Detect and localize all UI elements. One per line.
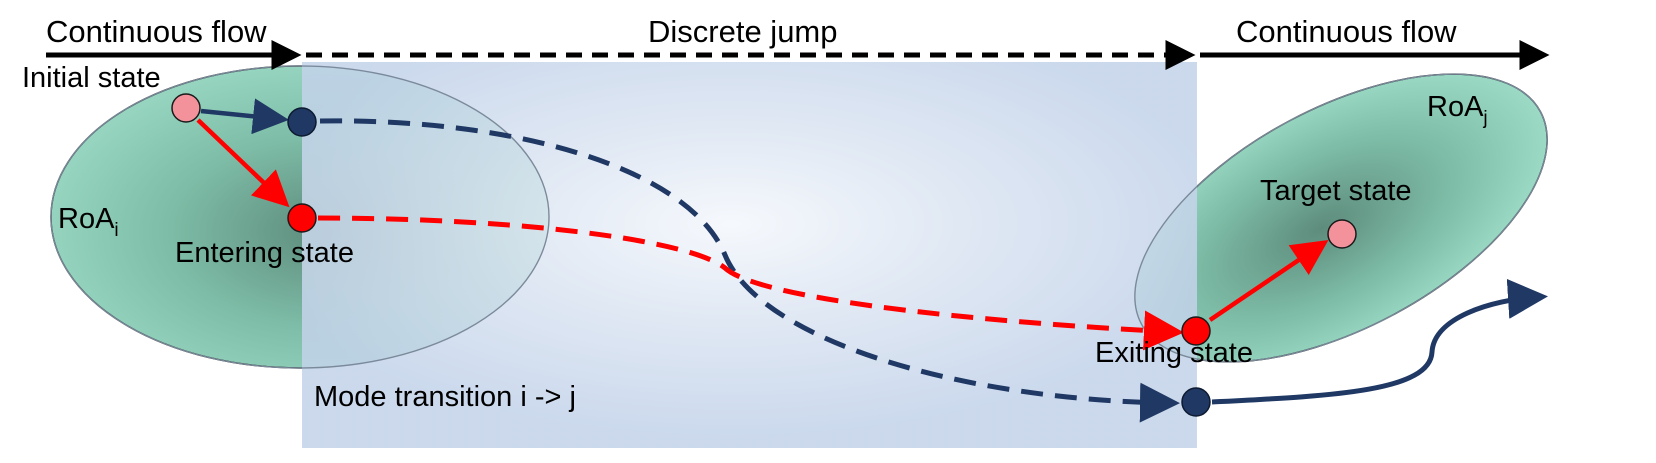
roa-i-label-subscript: i (114, 220, 118, 241)
initial-state-marker (171, 93, 201, 123)
target-state-marker (1327, 219, 1357, 249)
roa-j-label-main: RoA (1427, 91, 1484, 123)
roa-i-label: RoAi (58, 203, 119, 241)
entering-state-marker (287, 203, 317, 233)
roa-i-label-main: RoA (58, 203, 115, 235)
navy-continuous-after-jump (1211, 278, 1548, 405)
navy-start-marker (287, 107, 317, 137)
roa-j-outline-overlay (1134, 73, 1548, 363)
continuous-flow-right-label: Continuous flow (1236, 14, 1457, 49)
target-state-label: Target state (1260, 175, 1412, 207)
continuous-flow-left-label: Continuous flow (46, 14, 267, 49)
exiting-state-marker (1181, 316, 1211, 346)
entering-state-label: Entering state (175, 237, 354, 269)
discrete-jump-label: Discrete jump (648, 14, 838, 49)
roa-j-label-subscript: j (1482, 108, 1487, 129)
navy-dashed-trajectory (319, 118, 1180, 423)
navy-end-marker (1181, 387, 1211, 417)
initial-to-entering-arrow (196, 118, 290, 208)
red-dashed-trajectory (317, 215, 1184, 351)
exiting-to-target-arrow (1208, 239, 1329, 322)
discrete-jump-region (302, 62, 1197, 448)
roa-j-label: RoAj (1427, 91, 1488, 129)
initial-to-navy-arrow (200, 98, 289, 135)
initial-state-label: Initial state (22, 62, 161, 94)
exiting-state-label: Exiting state (1095, 337, 1253, 369)
mode-transition-label: Mode transition i -> j (314, 381, 576, 413)
